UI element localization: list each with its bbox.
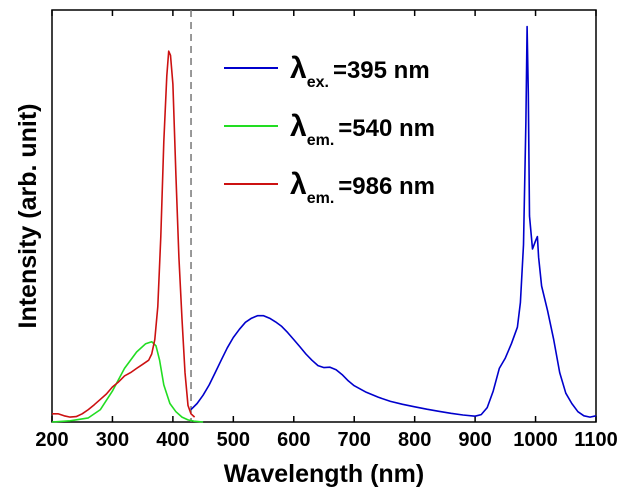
x-tick-label: 900 bbox=[458, 429, 491, 451]
tick-marks bbox=[51, 10, 597, 422]
series-line-1 bbox=[51, 340, 204, 423]
plot-frame bbox=[51, 9, 597, 423]
x-tick-label: 300 bbox=[96, 429, 129, 451]
legend: λex. =395 nm λem. =540 nm λem. =986 nm bbox=[224, 52, 435, 207]
series-line-2 bbox=[52, 50, 196, 418]
x-tick-label: 1000 bbox=[513, 429, 558, 451]
legend-entry-1: λem. =540 nm bbox=[290, 110, 435, 149]
x-axis-label: Wavelength (nm) bbox=[224, 460, 424, 488]
x-tick-label: 800 bbox=[398, 429, 431, 451]
legend-entry-0: λex. =395 nm bbox=[290, 52, 430, 91]
series-line-0 bbox=[190, 25, 597, 418]
x-tick-label: 400 bbox=[156, 429, 189, 451]
y-axis-label: Intensity (arb. unit) bbox=[14, 104, 42, 329]
series-lines bbox=[51, 25, 597, 423]
legend-entry-2: λem. =986 nm bbox=[290, 168, 435, 207]
x-tick-label: 500 bbox=[217, 429, 250, 451]
x-tick-label: 1100 bbox=[574, 429, 617, 451]
x-tick-labels: 200 300 400 500 600 700 800 900 1000 1100 bbox=[35, 429, 617, 451]
x-tick-label: 600 bbox=[277, 429, 310, 451]
x-tick-label: 200 bbox=[35, 429, 68, 451]
x-tick-label: 700 bbox=[338, 429, 371, 451]
